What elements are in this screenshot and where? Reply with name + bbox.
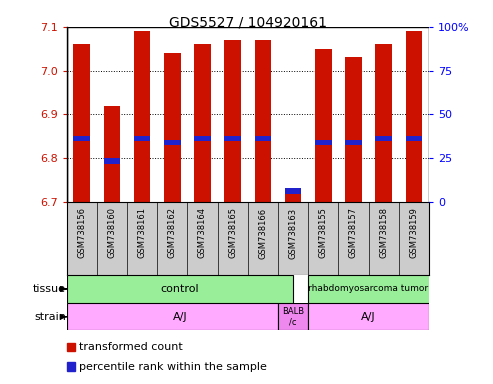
Bar	[406, 31, 422, 202]
Text: transformed count: transformed count	[79, 342, 182, 352]
Bar	[315, 49, 331, 202]
Bar	[73, 136, 90, 141]
Bar	[67, 303, 278, 330]
Bar	[224, 40, 241, 202]
Text: control: control	[161, 284, 199, 294]
Bar	[345, 140, 362, 145]
Bar	[406, 136, 422, 141]
Text: GSM738162: GSM738162	[168, 207, 177, 258]
Text: BALB
/c: BALB /c	[282, 307, 304, 326]
Text: GSM738155: GSM738155	[318, 207, 328, 258]
Bar	[134, 31, 150, 202]
Bar	[254, 40, 271, 202]
Bar	[104, 106, 120, 202]
Bar	[375, 44, 392, 202]
Text: strain: strain	[34, 312, 66, 322]
Bar	[67, 275, 293, 303]
Text: GSM738161: GSM738161	[138, 207, 146, 258]
Text: percentile rank within the sample: percentile rank within the sample	[79, 362, 267, 372]
Text: tissue: tissue	[33, 284, 66, 294]
Bar	[345, 58, 362, 202]
Bar	[285, 189, 301, 194]
Bar	[308, 275, 444, 303]
Bar	[134, 136, 150, 141]
Bar	[73, 44, 90, 202]
Text: rhabdomyosarcoma tumor: rhabdomyosarcoma tumor	[309, 285, 428, 293]
Text: GSM738159: GSM738159	[409, 207, 419, 258]
Text: GSM738166: GSM738166	[258, 207, 267, 258]
Text: GSM738157: GSM738157	[349, 207, 358, 258]
Text: A/J: A/J	[361, 312, 376, 322]
Bar	[224, 136, 241, 141]
Text: GSM738160: GSM738160	[107, 207, 116, 258]
Text: GSM738158: GSM738158	[379, 207, 388, 258]
Bar	[104, 158, 120, 164]
Bar	[375, 136, 392, 141]
Bar	[194, 136, 211, 141]
Bar	[194, 44, 211, 202]
Text: GDS5527 / 104920161: GDS5527 / 104920161	[169, 15, 327, 29]
Bar	[164, 140, 180, 145]
Text: GSM738164: GSM738164	[198, 207, 207, 258]
Bar	[164, 53, 180, 202]
Text: GSM738156: GSM738156	[77, 207, 86, 258]
Bar	[315, 140, 331, 145]
Text: A/J: A/J	[173, 312, 187, 322]
Bar	[254, 136, 271, 141]
Bar	[285, 193, 301, 202]
Bar	[308, 303, 429, 330]
Bar	[278, 303, 308, 330]
Text: GSM738165: GSM738165	[228, 207, 237, 258]
Text: GSM738163: GSM738163	[288, 207, 298, 258]
